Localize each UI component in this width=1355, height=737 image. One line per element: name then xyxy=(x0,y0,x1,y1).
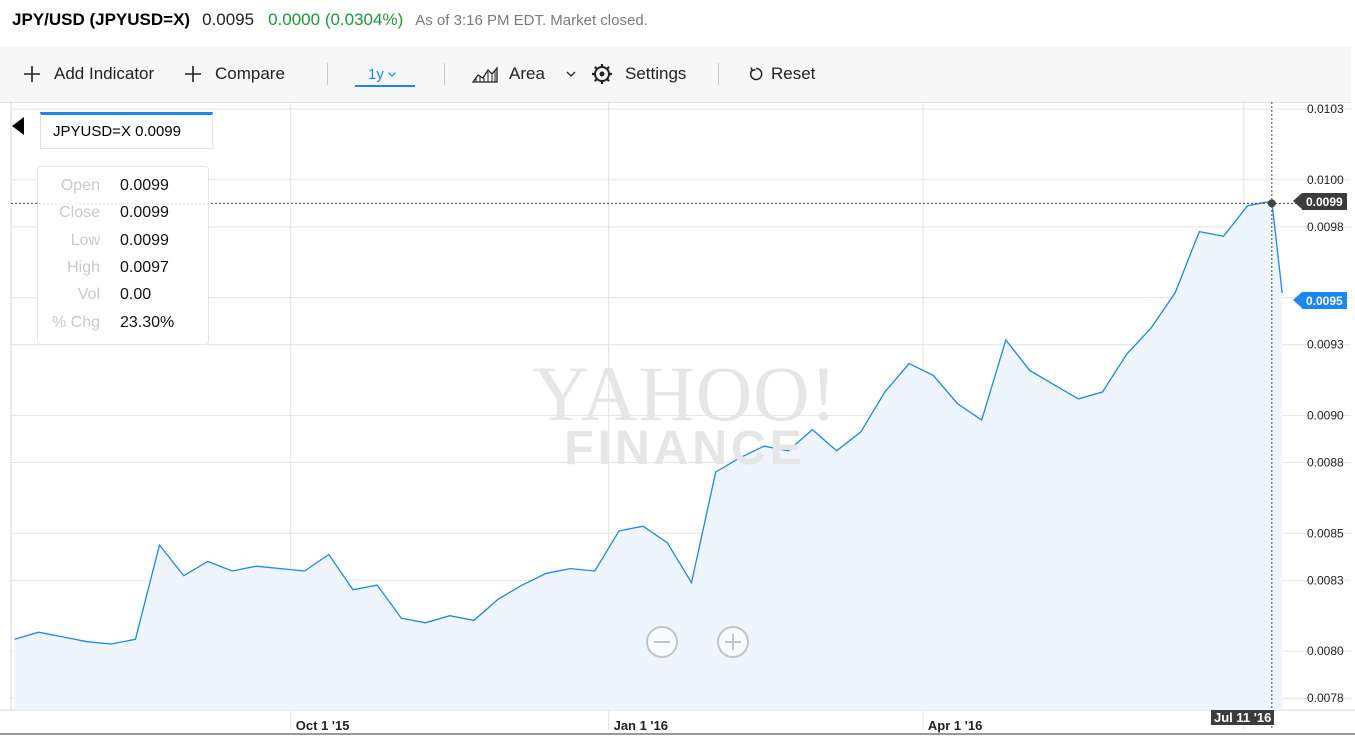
settings-label: Settings xyxy=(625,64,687,83)
ohlc-value: 0.0099 xyxy=(120,204,169,221)
ohlc-value: 0.0099 xyxy=(120,232,169,249)
add-indicator-label: Add Indicator xyxy=(54,64,155,83)
y-tick-label: 0.0090 xyxy=(1307,408,1344,422)
ohlc-value: 0.0099 xyxy=(120,177,169,194)
chart-toolbar: Add Indicator Compare 1y Area Settings R… xyxy=(0,46,1351,103)
range-selector[interactable]: 1y xyxy=(368,46,397,102)
settings-button[interactable]: Settings xyxy=(591,46,686,102)
ohlc-row-close: Close 0.0099 xyxy=(38,204,210,226)
crosshair xyxy=(11,102,1296,730)
ohlc-label: % Chg xyxy=(51,314,100,331)
hover-date-tag: Jul 11 '16 xyxy=(1211,710,1275,725)
area-chart-icon xyxy=(472,66,498,83)
range-label: 1y xyxy=(368,65,384,83)
current-price: 0.0095 xyxy=(202,10,255,29)
symbol-value-label: JPYUSD=X 0.0099 xyxy=(40,112,213,149)
y-tick-label: 0.0085 xyxy=(1307,526,1344,540)
plus-icon xyxy=(185,66,201,82)
hover-price-tag: 0.0099 xyxy=(1293,193,1347,210)
x-axis-ticks: Oct 1 '15 Jan 1 '16 Apr 1 '16 xyxy=(296,718,983,733)
chevron-down-icon xyxy=(566,71,576,77)
zoom-out-button[interactable] xyxy=(646,626,678,658)
compare-label: Compare xyxy=(215,64,285,83)
y-tick-label: 0.0078 xyxy=(1307,691,1344,705)
ohlc-row-low: Low 0.0099 xyxy=(38,232,210,254)
crosshair-point xyxy=(1267,199,1276,208)
y-tick-label: 0.0080 xyxy=(1307,644,1344,658)
x-tick-label: Jan 1 '16 xyxy=(614,718,668,733)
toolbar-divider xyxy=(327,63,328,85)
gear-icon xyxy=(592,64,612,84)
ohlc-row-pct-chg: % Chg 23.30% xyxy=(38,314,210,336)
y-tick-label: 0.0083 xyxy=(1307,573,1344,587)
chart-type-selector[interactable]: Area xyxy=(472,46,577,102)
y-tick-label: 0.0088 xyxy=(1307,456,1344,470)
x-tick-label: Oct 1 '15 xyxy=(296,718,350,733)
collapse-arrow-icon[interactable] xyxy=(12,117,24,135)
ohlc-label: Open xyxy=(60,177,100,194)
toolbar-divider xyxy=(718,63,719,85)
last-price-tag: 0.0095 xyxy=(1293,292,1347,309)
reset-icon xyxy=(749,67,763,81)
ohlc-row-vol: Vol 0.00 xyxy=(38,286,210,308)
y-tick-label: 0.0103 xyxy=(1307,102,1344,116)
chart-area[interactable]: 0.0103 0.0100 0.0098 0.0095 0.0093 0.0090 0.00… xyxy=(0,102,1355,737)
quote-header: JPY/USD (JPYUSD=X) 0.0095 0.0000 (0.0304… xyxy=(12,10,648,34)
zoom-in-button[interactable] xyxy=(717,626,749,658)
ohlc-value: 23.30% xyxy=(120,314,175,331)
ohlc-value: 0.0097 xyxy=(120,259,169,276)
compare-button[interactable]: Compare xyxy=(183,46,285,102)
plus-icon xyxy=(24,66,40,82)
symbol-title: JPY/USD (JPYUSD=X) xyxy=(12,10,191,29)
y-tick-label: 0.0093 xyxy=(1307,338,1344,352)
range-underline xyxy=(355,85,415,87)
chevron-down-icon xyxy=(387,72,396,77)
toolbar-divider xyxy=(444,63,445,85)
ohlc-value: 0.00 xyxy=(120,286,152,303)
x-tick-label: Apr 1 '16 xyxy=(928,718,982,733)
price-area-fill xyxy=(14,201,1283,710)
symbol-value-text: JPYUSD=X 0.0099 xyxy=(53,123,181,140)
ohlc-label: Close xyxy=(59,204,100,221)
y-tick-label: 0.0100 xyxy=(1307,173,1344,187)
ohlc-info-panel: Open 0.0099 Close 0.0099 Low 0.0099 High 0.0… xyxy=(37,166,209,345)
ohlc-row-open: Open 0.0099 xyxy=(38,177,210,199)
reset-label: Reset xyxy=(771,64,816,83)
ohlc-label: Vol xyxy=(77,286,100,303)
y-tick-label: 0.0098 xyxy=(1307,220,1344,234)
chart-type-label: Area xyxy=(509,64,545,83)
ohlc-label: Low xyxy=(70,232,100,249)
market-status: As of 3:16 PM EDT. Market closed. xyxy=(415,12,648,29)
price-change: 0.0000 (0.0304%) xyxy=(268,10,404,29)
ohlc-row-high: High 0.0097 xyxy=(38,259,210,281)
price-line xyxy=(14,200,1283,645)
reset-button[interactable]: Reset xyxy=(748,46,815,102)
price-chart[interactable]: 0.0103 0.0100 0.0098 0.0095 0.0093 0.0090 0.00… xyxy=(0,102,1355,737)
ohlc-label: High xyxy=(67,259,100,276)
add-indicator-button[interactable]: Add Indicator xyxy=(22,46,154,102)
